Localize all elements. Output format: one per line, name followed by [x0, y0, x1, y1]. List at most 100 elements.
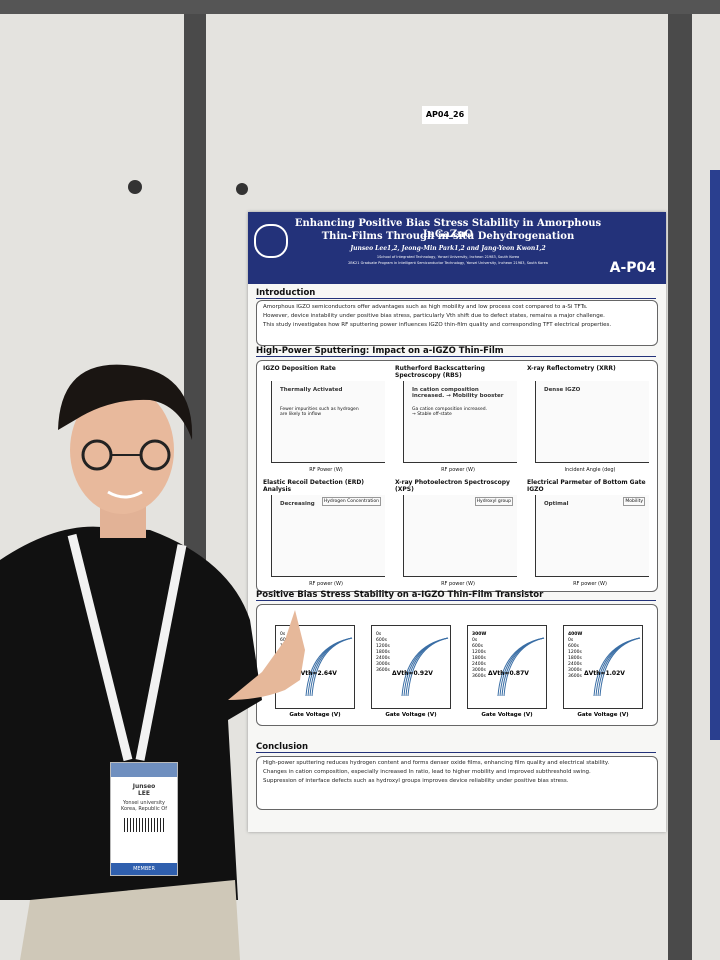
- smile: [107, 490, 143, 499]
- plot: Hydroxyl group: [403, 495, 517, 577]
- plot-note: Ga cation composition increased. → Stabl…: [412, 407, 488, 417]
- time-label: 1200s: [472, 650, 486, 655]
- transfer-curve: [503, 637, 545, 696]
- shift-label: ΔVth=2.64V: [296, 670, 337, 677]
- x-axis-label: Gate Voltage (V): [481, 712, 533, 718]
- transfer-curve: [599, 637, 641, 696]
- panel: X-ray Photoelectron Spectroscopy (XPS) Hy…: [395, 479, 521, 587]
- curves: [401, 637, 449, 696]
- face: [70, 386, 174, 514]
- panel: IGZO Deposition Rate Thermally Activated F…: [263, 365, 389, 473]
- plot-note: Dense IGZO: [544, 387, 581, 393]
- arm: [228, 610, 305, 700]
- section-heading: Positive Bias Stress Stability on a-IGZO…: [256, 590, 656, 601]
- power-label: 300W: [472, 632, 487, 637]
- time-label: 1800s: [376, 650, 390, 655]
- bullet: High-power sputtering reduces hydrogen c…: [263, 760, 610, 766]
- barcode: [124, 818, 164, 832]
- time-legend: 300W 0s 600s 1200s 1800s 2400s 3000s 3600s: [472, 632, 486, 680]
- bullet: Amorphous IGZO semiconductors offer adva…: [263, 304, 588, 310]
- transfer-curve: [407, 637, 449, 696]
- time-label: 3600s: [472, 674, 486, 679]
- legend: Hydroxyl group: [474, 497, 513, 506]
- x-axis-label: Gate Voltage (V): [577, 712, 629, 718]
- plot-note: Fewer impurities such as hydrogen are li…: [280, 407, 359, 417]
- time-label: 600s: [472, 644, 483, 649]
- x-axis-label: RF power (W): [441, 467, 475, 473]
- shirt: [0, 526, 262, 900]
- section-heading: Introduction: [256, 288, 656, 299]
- time-label: 3000s: [568, 668, 582, 673]
- badge-org: Yonsei university: [122, 800, 165, 806]
- panel-title: X-ray Photoelectron Spectroscopy (XPS): [395, 479, 510, 493]
- curves: [497, 637, 545, 696]
- wall-post: [668, 0, 692, 960]
- tft-panel: 0s 600s 1200s 1800s 2400s 3000s 3600s ΔVth=0.92…: [371, 625, 451, 718]
- time-label: 1800s: [568, 656, 582, 661]
- sputter-box: IGZO Deposition Rate Thermally Activated F…: [256, 360, 658, 592]
- legend: Hydrogen Concentration: [321, 497, 381, 506]
- section-heading: Conclusion: [256, 742, 656, 753]
- x-axis-label: Gate Voltage (V): [289, 712, 341, 718]
- panel-title: X-ray Reflectometry (XRR): [527, 365, 616, 372]
- plot-note: Thermally Activated: [280, 387, 343, 393]
- affiliation: 1School of Integrated Technology, Yonsei…: [376, 255, 520, 259]
- tft-panel: 300W 0s 600s 1200s 1800s 2400s 3000s 3600s ΔVth=…: [467, 625, 547, 718]
- poster-code: A-P04: [609, 260, 656, 276]
- time-label: 3000s: [472, 668, 486, 673]
- title-line: Thin-Films Through in-situ Dehydrogenati…: [321, 231, 575, 242]
- plot-note: Optimal: [544, 501, 569, 507]
- time-label: 2400s: [376, 656, 390, 661]
- x-axis-label: RF power (W): [573, 581, 607, 587]
- time-label: 0s: [472, 638, 478, 643]
- panel: X-ray Reflectometry (XRR) Dense IGZO Incid…: [527, 365, 653, 473]
- lanyard: [67, 533, 187, 762]
- time-label: 0s: [568, 638, 574, 643]
- x-axis-label: RF power (W): [309, 581, 343, 587]
- plot: Dense IGZO: [535, 381, 649, 463]
- time-label: 2400s: [472, 662, 486, 667]
- legend: Mobility: [623, 497, 645, 506]
- x-axis-label: Incident Angle (deg): [564, 467, 616, 473]
- x-axis-label: Gate Voltage (V): [385, 712, 437, 718]
- authors: Junseo Lee1,2, Jeong-Min Park1,2 and Jan…: [350, 245, 546, 252]
- badge-country: Korea, Republic Of: [120, 806, 167, 812]
- x-axis-label: RF power (W): [441, 581, 475, 587]
- plot-note: Decreasing: [280, 501, 315, 507]
- power-label: 400W: [568, 632, 583, 637]
- panel: Rutherford Backscattering Spectroscopy (…: [395, 365, 521, 473]
- time-legend: 400W 0s 600s 1200s 1800s 2400s 3000s 3600s: [568, 632, 582, 680]
- time-label: 3600s: [568, 674, 582, 679]
- shift-label: ΔVth=0.92V: [392, 670, 433, 677]
- bullet: Suppression of interface defects such as…: [263, 778, 569, 784]
- poster: Enhancing Positive Bias Stress Stability…: [248, 212, 666, 832]
- time-label: 0s: [376, 632, 382, 637]
- plot: In cation composition increased. → Mobil…: [403, 381, 517, 463]
- time-label: 1200s: [376, 644, 390, 649]
- section-heading: High-Power Sputtering: Impact on a-IGZO …: [256, 346, 656, 357]
- intro-box: Amorphous IGZO semiconductors offer adva…: [256, 300, 658, 346]
- board-label: AP04_26: [422, 106, 468, 124]
- shift-label: ΔVth=1.02V: [584, 670, 625, 677]
- panel-title: IGZO Deposition Rate: [263, 365, 336, 372]
- time-label: 3600s: [376, 668, 390, 673]
- curves: [305, 637, 353, 696]
- poster-header: Enhancing Positive Bias Stress Stability…: [248, 212, 666, 284]
- badge-role: MEMBER: [111, 863, 177, 875]
- plot: Optimal Mobility: [535, 495, 649, 577]
- time-label: 600s: [376, 638, 387, 643]
- plot: Thermally Activated Fewer impurities such…: [271, 381, 385, 463]
- plot-note: In cation composition increased. → Mobil…: [412, 387, 504, 399]
- panel-title: Elastic Recoil Detection (ERD) Analysis: [263, 479, 365, 493]
- badge: Junseo LEE Yonsei university Korea, Repu…: [110, 762, 178, 876]
- time-label: 2400s: [568, 662, 582, 667]
- top-rail: [0, 0, 720, 14]
- badge-name: LEE: [137, 790, 151, 797]
- x-axis-label: RF Power (W): [309, 467, 343, 473]
- badge-name: Junseo: [132, 783, 156, 790]
- hair: [58, 364, 193, 440]
- affiliation: 2BK21 Graduate Program in Intelligent Se…: [348, 261, 548, 265]
